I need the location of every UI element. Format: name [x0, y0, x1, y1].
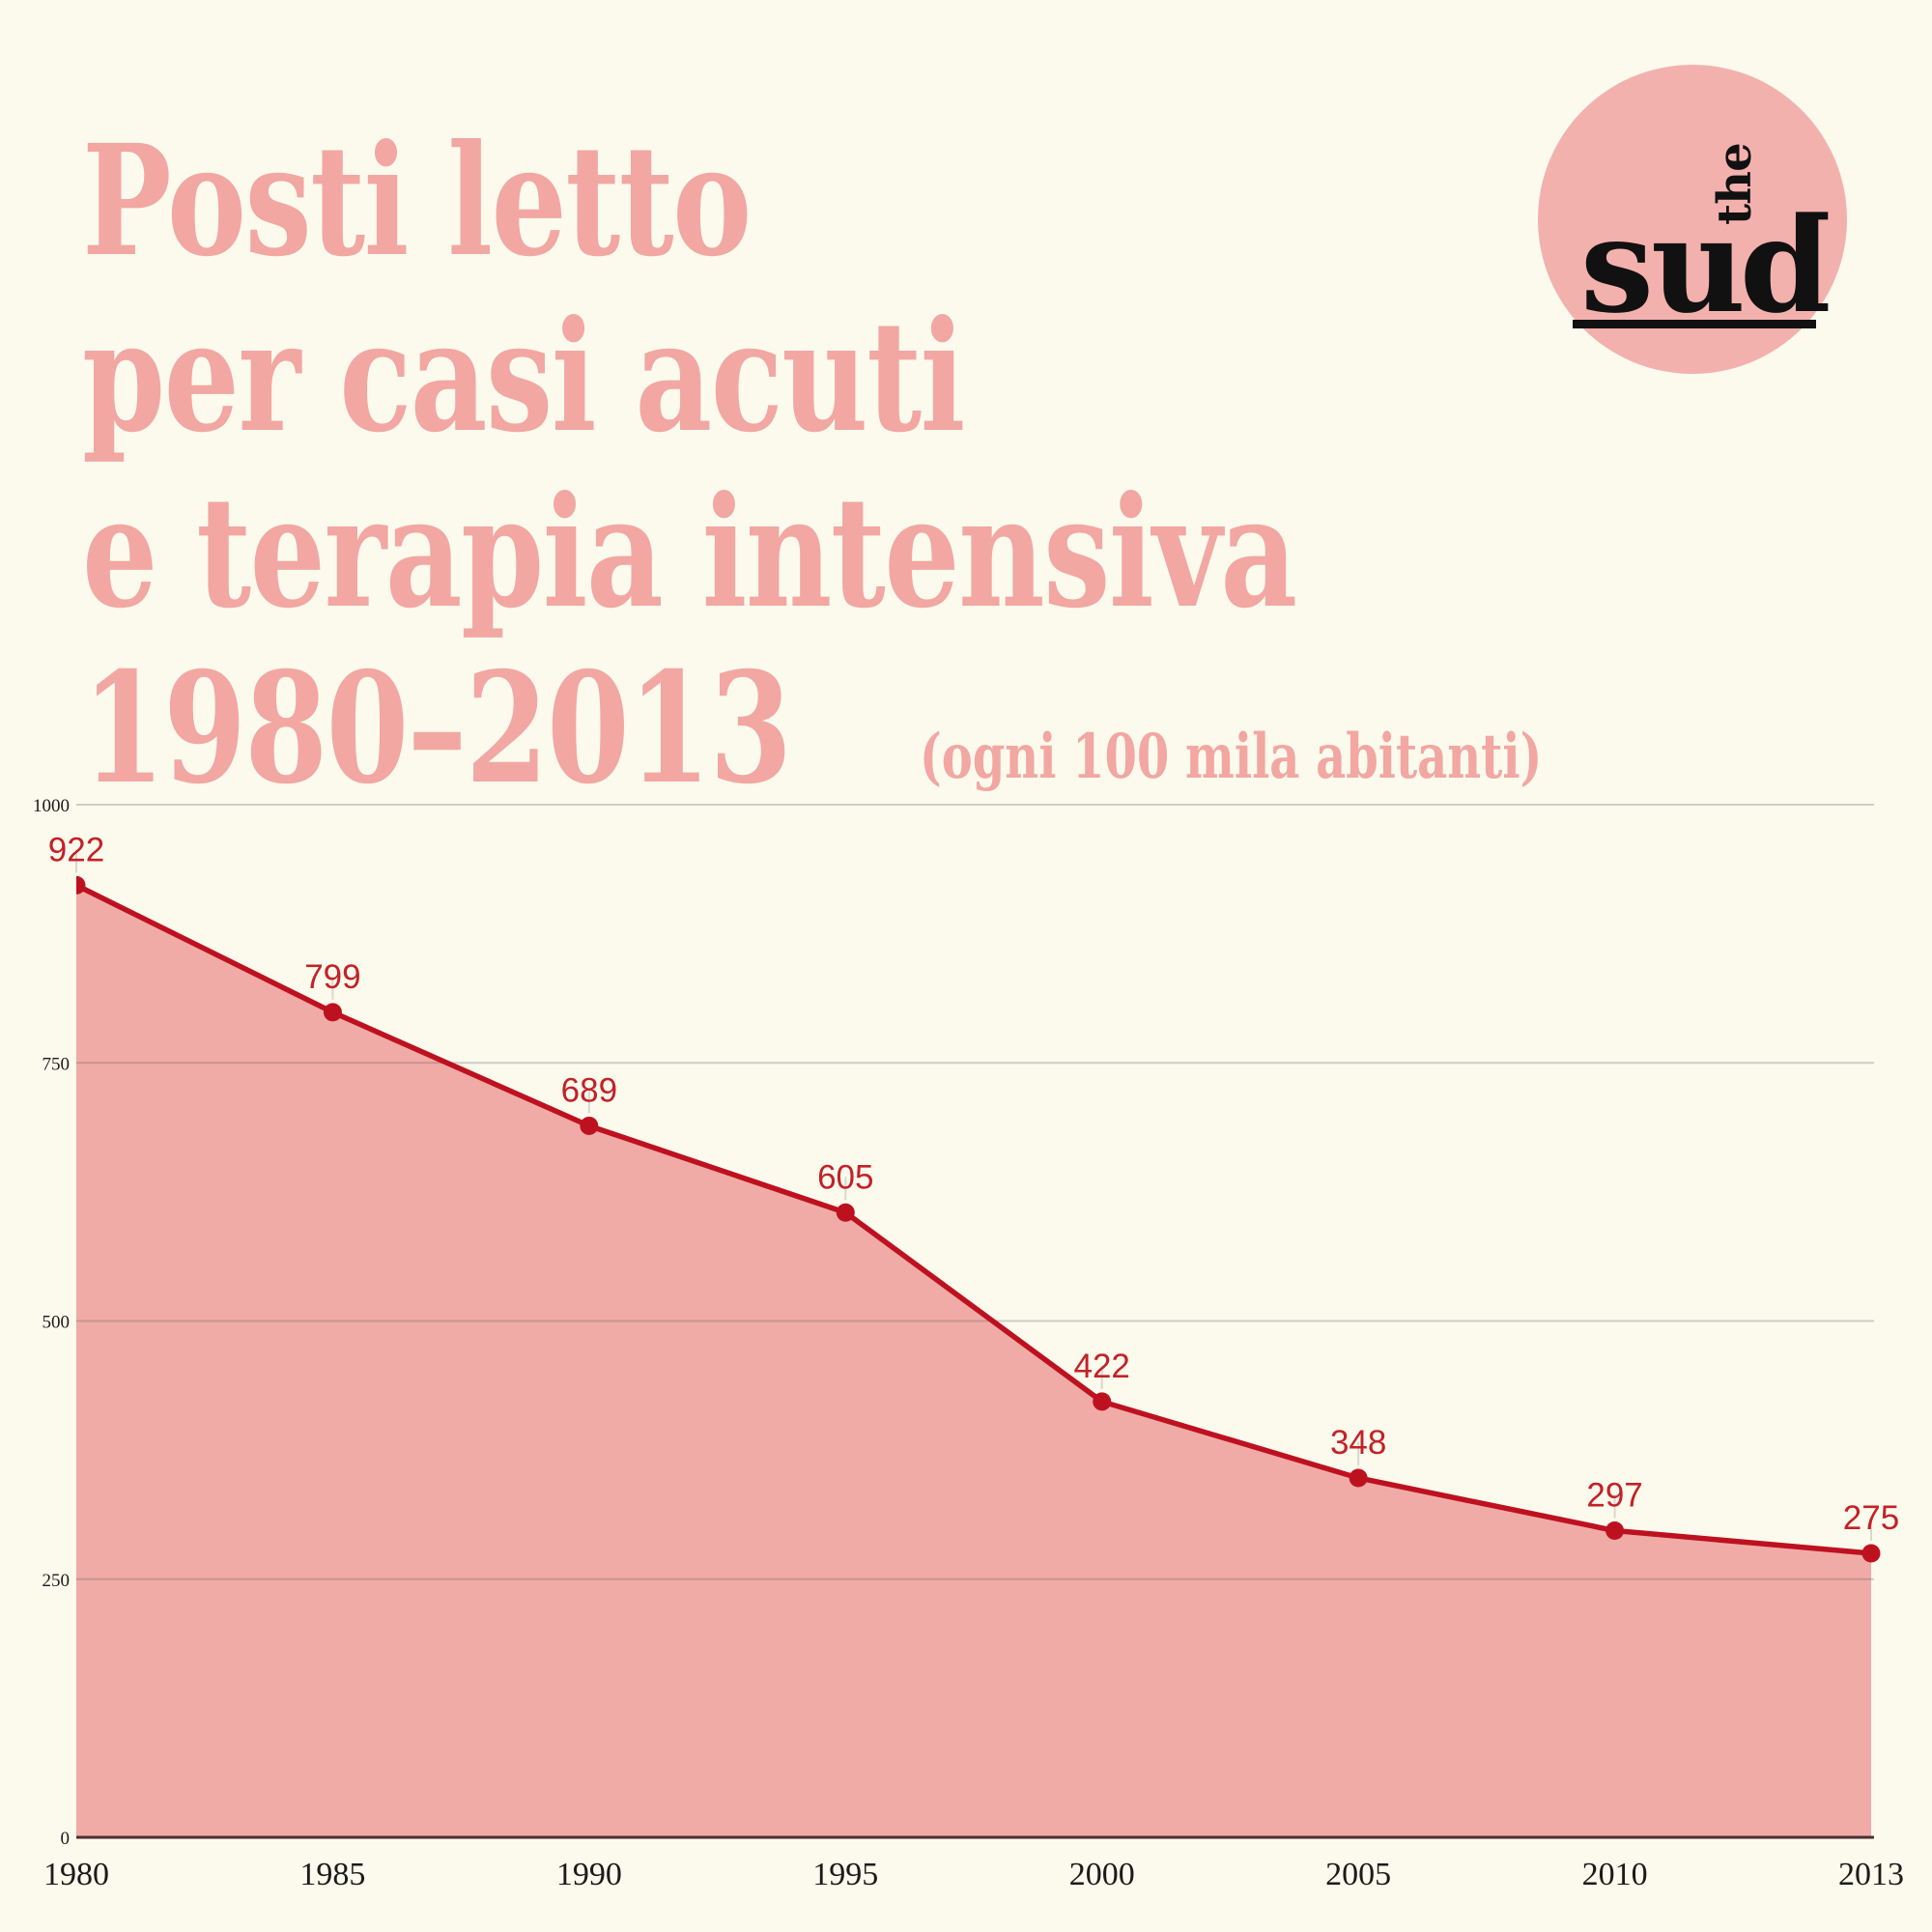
- data-point-2005: [1349, 1468, 1368, 1488]
- x-tick-label-1995: 1995: [812, 1857, 878, 1892]
- data-point-2000: [1093, 1392, 1112, 1411]
- value-label-1985: 799: [304, 958, 360, 996]
- y-tick-label-250: 250: [43, 1571, 71, 1591]
- data-point-2010: [1605, 1521, 1625, 1541]
- chart-title: Posti letto per casi acuti e terapia int…: [82, 112, 1297, 818]
- data-point-1980: [76, 875, 86, 895]
- data-point-1985: [323, 1003, 342, 1022]
- logo-underline: [1573, 320, 1816, 328]
- logo-wordmark: sub: [1580, 188, 1832, 342]
- logo-the-sub: the sub: [1538, 65, 1847, 374]
- title-line-2: per casi acuti: [82, 288, 965, 467]
- x-tick-label-1980: 1980: [43, 1857, 109, 1892]
- x-tick-label-2010: 2010: [1582, 1857, 1648, 1892]
- y-tick-label-750: 750: [43, 1054, 71, 1074]
- chart-subtitle: (ogni 100 mila abitanti): [920, 721, 1543, 793]
- title-line-1: Posti letto: [82, 112, 752, 291]
- y-tick-label-1000: 1000: [33, 796, 70, 816]
- title-line-4: 1980–2013: [82, 639, 792, 818]
- x-tick-label-2005: 2005: [1325, 1857, 1391, 1892]
- value-label-1980: 922: [48, 831, 104, 868]
- y-tick-label-500: 500: [43, 1313, 71, 1333]
- x-tick-label-1990: 1990: [556, 1857, 622, 1892]
- title-line-3: e terapia intensiva: [82, 464, 1297, 642]
- x-tick-label-1985: 1985: [299, 1857, 365, 1892]
- y-tick-label-0: 0: [61, 1829, 71, 1849]
- value-label-2000: 422: [1074, 1348, 1130, 1385]
- data-point-2013: [1861, 1544, 1881, 1563]
- line-series: [76, 875, 1881, 1563]
- x-tick-label-2013: 2013: [1838, 1857, 1904, 1892]
- value-label-1990: 689: [561, 1071, 617, 1109]
- logo-wordmark-prefix: su: [1580, 188, 1746, 342]
- x-tick-label-2000: 2000: [1069, 1857, 1135, 1892]
- value-label-2005: 348: [1330, 1424, 1386, 1462]
- area-series: [76, 885, 1871, 1837]
- value-label-2010: 297: [1586, 1477, 1642, 1515]
- data-point-1990: [580, 1116, 599, 1135]
- value-label-2013: 275: [1843, 1499, 1899, 1537]
- value-label-1995: 605: [817, 1158, 873, 1196]
- data-point-1995: [836, 1203, 855, 1222]
